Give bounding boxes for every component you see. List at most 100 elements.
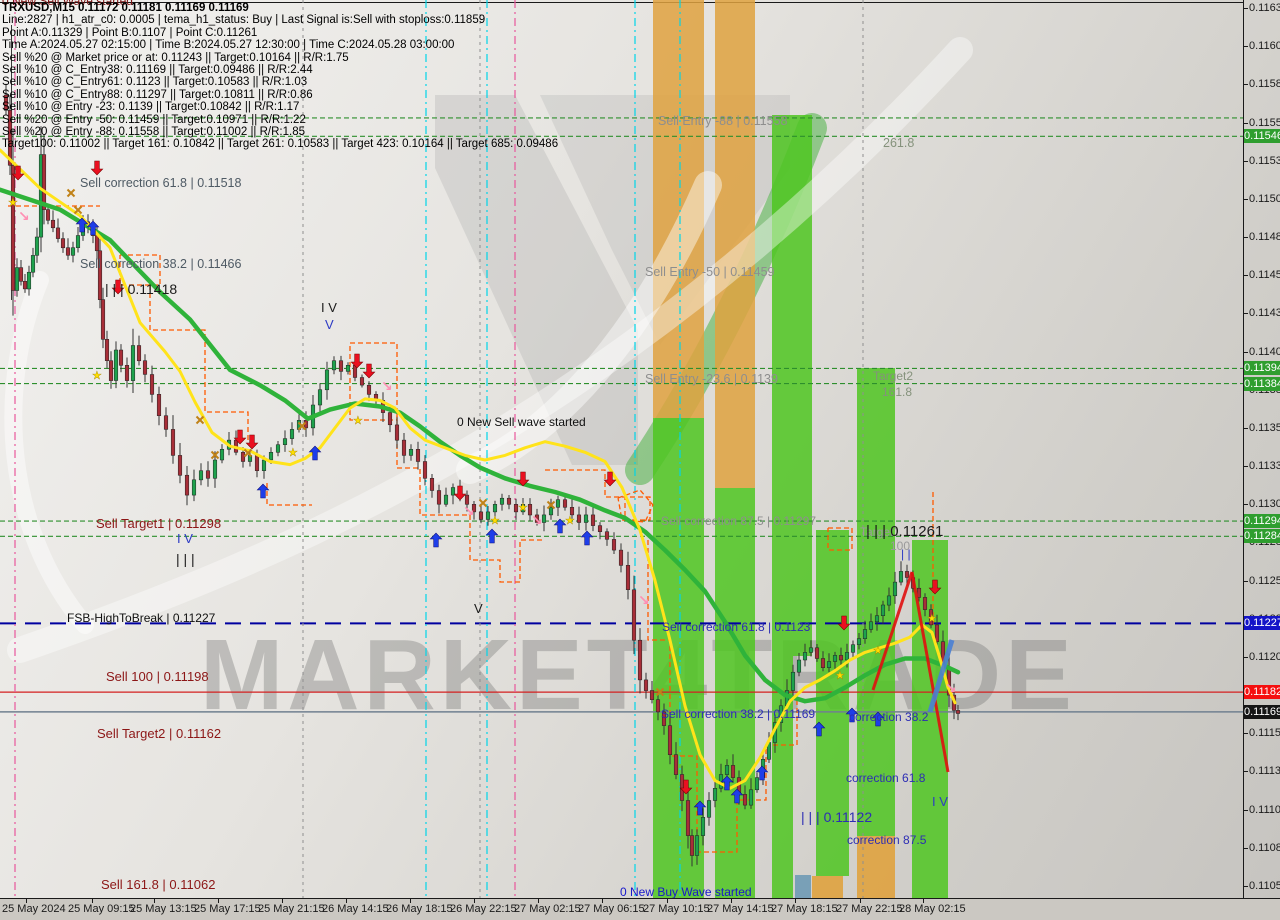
- chart-annotation: 100: [890, 539, 911, 553]
- price-tick-mark: [1244, 46, 1248, 48]
- signal-info-line: Line:2827 | h1_atr_c0: 0.0005 | tema_h1_…: [2, 14, 486, 27]
- chart-annotation: Sell Entry -23.6 | 0.1139: [645, 372, 778, 386]
- chart-annotation: I V: [932, 794, 948, 809]
- svg-text:★: ★: [353, 414, 363, 427]
- price-tick-label: 0.11555: [1249, 116, 1280, 129]
- svg-text:↘: ↘: [945, 681, 957, 697]
- trend-lines[interactable]: [871, 571, 955, 773]
- chart-annotation: 0 New Buy Wave started: [620, 885, 752, 898]
- price-tick-mark: [1244, 427, 1248, 429]
- chart-annotation: Sell Entry -88 | 0.11558: [658, 114, 788, 128]
- time-tick-label: 26 May 14:15: [322, 903, 389, 915]
- svg-text:↘: ↘: [463, 504, 475, 520]
- star-markers: ★ ★ ★ ★ ★ ★ ★ ★ ★ ★: [8, 196, 937, 682]
- candlesticks: [3, 25, 961, 867]
- chart-annotation: | | | 0.11261: [866, 523, 944, 540]
- time-tick-label: 27 May 10:15: [643, 903, 710, 915]
- chart-annotation: FSB-HighToBreak | 0.11227: [67, 611, 216, 625]
- price-tick-label: 0.11505: [1249, 192, 1280, 205]
- signal-info-line: Target100: 0.11002 || Target 161: 0.1084…: [2, 138, 559, 151]
- time-tick-label: 28 May 02:15: [899, 903, 966, 915]
- signal-info-line: Sell %10 @ C_Entry38: 0.11169 || Target:…: [2, 64, 313, 77]
- clipped-wave-note: 0 New Sell Wave started: [2, 0, 133, 8]
- svg-text:★: ★: [835, 669, 845, 682]
- price-badge: 0.11169: [1244, 704, 1280, 719]
- price-tick-mark: [1244, 160, 1248, 162]
- price-tick-mark: [1244, 809, 1248, 811]
- exit-arrow-markers: ↘ ↘ ↘ ↘ ↘ ↘: [18, 209, 957, 697]
- time-separator-lines: [14, 0, 864, 898]
- time-tick-mark: [154, 899, 155, 903]
- time-tick-label: 26 May 22:15: [450, 903, 517, 915]
- chart-annotation: Sell correction 38.2 | 0.11466: [80, 257, 242, 271]
- svg-text:★: ★: [518, 501, 528, 514]
- chart-annotation: Sell correction 61.8 | 0.1123: [662, 620, 811, 634]
- chart-annotation: V: [474, 601, 483, 616]
- price-tick-mark: [1244, 847, 1248, 849]
- time-tick-mark: [410, 899, 411, 903]
- time-tick-mark: [795, 899, 796, 903]
- price-tick-mark: [1244, 580, 1248, 582]
- time-tick-mark: [282, 899, 283, 903]
- chart-frame: [0, 2, 1243, 898]
- chart-annotation: Sell Target1 | 0.11298: [96, 516, 222, 531]
- time-tick-mark: [26, 899, 27, 903]
- price-tick-label: 0.11055: [1249, 879, 1280, 892]
- signal-info-line: Sell %10 @ C_Entry88: 0.11297 || Target:…: [2, 88, 313, 101]
- signal-info-line: Sell %10 @ C_Entry61: 0.1123 || Target:0…: [2, 76, 308, 89]
- signal-info-line: Sell %20 @ Market price or at: 0.11243 |…: [2, 51, 349, 64]
- price-tick-mark: [1244, 8, 1248, 9]
- price-tick-mark: [1244, 275, 1248, 277]
- time-tick-mark: [218, 899, 219, 903]
- signal-info-line: Sell %10 @ Entry -23: 0.1139 || Target:0…: [2, 101, 300, 114]
- signal-info-line: Time A:2024.05.27 02:15:00 | Time B:2024…: [2, 39, 455, 52]
- time-tick-label: 26 May 18:15: [386, 903, 453, 915]
- price-tick-mark: [1244, 313, 1248, 315]
- chart-annotation: Sell correction 61.8 | 0.11518: [80, 176, 242, 190]
- price-tick-label: 0.11205: [1249, 650, 1280, 663]
- price-tick-label: 0.11355: [1249, 421, 1280, 434]
- price-tick-mark: [1244, 504, 1248, 506]
- chart-annotation: Sell Entry -50 | 0.11459: [645, 265, 775, 279]
- chart-annotation: correction 61.8: [846, 771, 926, 785]
- time-tick-mark: [538, 899, 539, 903]
- svg-text:↘: ↘: [638, 593, 650, 609]
- signal-info-line: Sell %20 @ Entry -50: 0.11459 || Target:…: [2, 113, 306, 126]
- ma-fast-yellow: [0, 148, 957, 790]
- chart-annotation: Sell correction 87.5 | 0.11297: [661, 514, 816, 528]
- price-tick-mark: [1244, 656, 1248, 658]
- time-tick-mark: [92, 899, 93, 903]
- chart-annotation: Target2: [873, 369, 914, 383]
- chart-annotation: Sell 100 | 0.11198: [106, 669, 209, 684]
- time-tick-label: 25 May 09:15: [68, 903, 135, 915]
- price-badge: 0.11294: [1244, 514, 1280, 529]
- buy-arrow-markers: [75, 217, 885, 816]
- time-tick-label: 25 May 13:15: [130, 903, 197, 915]
- svg-text:↘: ↘: [18, 209, 30, 225]
- time-tick-mark: [923, 899, 924, 903]
- chart-annotation: Sell Target2 | 0.11162: [97, 726, 222, 741]
- svg-text:★: ★: [565, 514, 575, 527]
- price-level-lines: [0, 117, 1243, 713]
- candlestick-chart-canvas: ↘↘↘↘↘↘★★★★★★★★★★: [0, 0, 1243, 898]
- chart-annotation: | | |: [176, 551, 195, 567]
- price-tick-mark: [1244, 885, 1248, 887]
- chart-annotation: correction 87.5: [847, 833, 927, 847]
- chart-plot-area[interactable]: MARKET4TRADE ↘ ↘ ↘ ↘ ↘ ↘ ★ ★ ★ ★ ★ ★ ★ ★ ★ ★ Sell corre…: [0, 0, 1243, 898]
- signal-info-line: Sell %20 @ Entry -88: 0.11558 || Target:…: [2, 126, 305, 139]
- time-tick-label: 27 May 18:15: [771, 903, 838, 915]
- price-tick-label: 0.11605: [1249, 40, 1280, 53]
- chart-annotation: I V: [177, 531, 193, 546]
- time-tick-label: 25 May 21:15: [258, 903, 325, 915]
- time-axis[interactable]: 25 May 2024 25 May 09:15 25 May 13:15 25 Ma…: [0, 898, 1280, 920]
- time-tick-label: 25 May 17:15: [194, 903, 261, 915]
- time-tick-label: 27 May 02:15: [514, 903, 581, 915]
